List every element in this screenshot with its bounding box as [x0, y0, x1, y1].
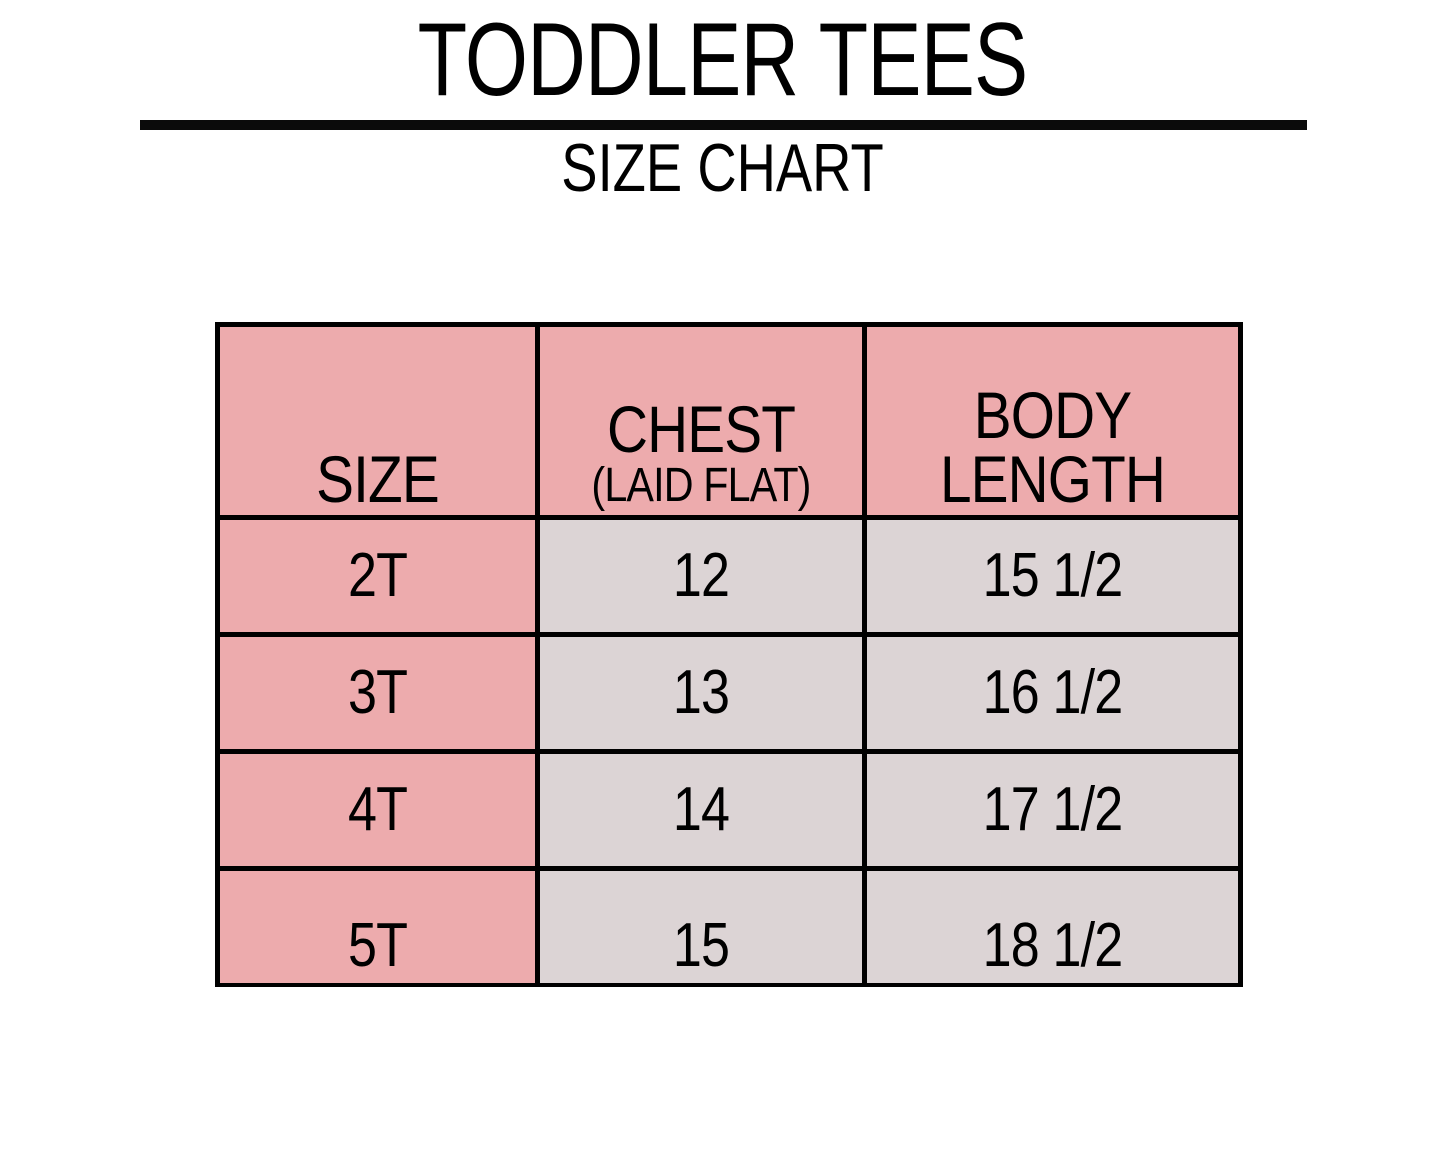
cell-body-length-value: 16 1/2 [982, 658, 1124, 727]
cell-chest: 15 [535, 866, 867, 987]
table-row: 2T 12 15 1/2 [215, 515, 1243, 637]
size-chart-table: SIZE CHEST (LAID FLAT) BODY LENGTH 2T 12 [215, 322, 1243, 987]
cell-size-value: 2T [347, 541, 408, 610]
cell-chest-value: 15 [672, 911, 730, 980]
column-header-size-label: SIZE [316, 442, 440, 516]
column-header-body-label: BODY [973, 378, 1132, 452]
table-row: 4T 14 17 1/2 [215, 749, 1243, 871]
page-subtitle: SIZE CHART [561, 130, 884, 206]
column-header-body-length: BODY LENGTH [862, 322, 1243, 520]
column-header-chest-label: CHEST [606, 392, 796, 466]
cell-body-length: 16 1/2 [862, 632, 1243, 754]
page-title: TODDLER TEES [417, 2, 1029, 118]
cell-size: 3T [215, 632, 540, 754]
title-divider-rule [140, 120, 1307, 130]
table-row: 3T 13 16 1/2 [215, 632, 1243, 754]
column-header-length-label: LENGTH [939, 442, 1166, 516]
cell-size: 2T [215, 515, 540, 637]
cell-body-length: 18 1/2 [862, 866, 1243, 987]
cell-body-length: 15 1/2 [862, 515, 1243, 637]
cell-chest-value: 14 [672, 775, 730, 844]
table-row: 5T 15 18 1/2 [215, 866, 1243, 987]
cell-size-value: 4T [347, 775, 408, 844]
cell-size-value: 5T [347, 911, 408, 980]
cell-body-length-value: 18 1/2 [982, 911, 1124, 980]
cell-chest: 12 [535, 515, 867, 637]
cell-body-length-value: 15 1/2 [982, 541, 1124, 610]
table-header-row: SIZE CHEST (LAID FLAT) BODY LENGTH [215, 322, 1243, 520]
cell-body-length-value: 17 1/2 [982, 775, 1124, 844]
column-header-chest: CHEST (LAID FLAT) [535, 322, 867, 520]
column-header-chest-sublabel: (LAID FLAT) [591, 459, 811, 512]
cell-chest: 14 [535, 749, 867, 871]
cell-size-value: 3T [347, 658, 408, 727]
cell-chest: 13 [535, 632, 867, 754]
cell-chest-value: 13 [672, 658, 730, 727]
cell-size: 4T [215, 749, 540, 871]
cell-size: 5T [215, 866, 540, 987]
column-header-size: SIZE [215, 322, 540, 520]
cell-chest-value: 12 [672, 541, 730, 610]
cell-body-length: 17 1/2 [862, 749, 1243, 871]
